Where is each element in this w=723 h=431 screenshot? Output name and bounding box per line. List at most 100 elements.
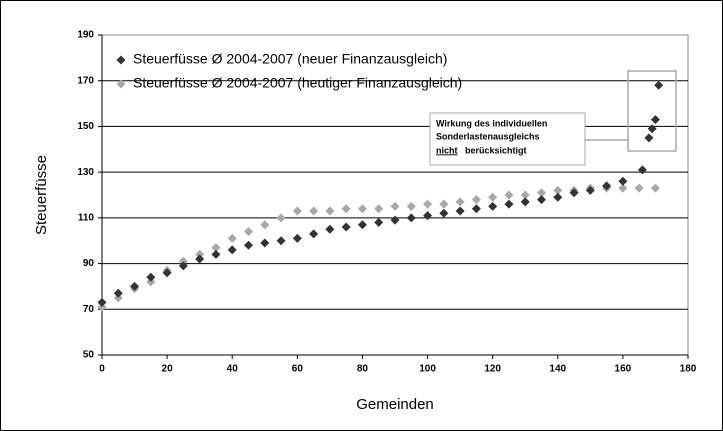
point: [227, 233, 237, 243]
point: [650, 183, 660, 193]
plot-area: [101, 34, 689, 356]
annotation-box: [429, 112, 586, 166]
point: [423, 211, 433, 221]
point: [569, 188, 579, 198]
point: [455, 197, 465, 207]
point: [374, 204, 384, 214]
point: [211, 249, 221, 259]
point: [113, 288, 123, 298]
x-tick-label: 80: [357, 364, 369, 375]
annotation-text: Wirkung des individuellen: [436, 118, 547, 128]
point: [162, 268, 172, 278]
point: [644, 133, 654, 143]
point: [618, 183, 628, 193]
point: [260, 220, 270, 230]
point: [439, 199, 449, 209]
x-tick-label: 100: [419, 364, 436, 375]
point: [406, 201, 416, 211]
point: [374, 217, 384, 227]
point: [130, 281, 140, 291]
point: [227, 245, 237, 255]
y-tick-label: 170: [77, 75, 94, 86]
point: [292, 233, 302, 243]
point: [504, 190, 514, 200]
point: [553, 192, 563, 202]
point: [423, 199, 433, 209]
point: [390, 215, 400, 225]
point: [97, 297, 107, 307]
x-tick-label: 40: [227, 364, 239, 375]
legend-label: Steuerfüsse Ø 2004-2007 (heutiger Finanz…: [133, 75, 462, 91]
point: [390, 201, 400, 211]
point: [471, 204, 481, 214]
point: [341, 222, 351, 232]
point: [618, 176, 628, 186]
x-tick-label: 60: [292, 364, 304, 375]
point: [455, 206, 465, 216]
point: [637, 165, 647, 175]
point: [146, 272, 156, 282]
point: [602, 181, 612, 191]
y-tick-label: 190: [77, 30, 94, 41]
point: [146, 277, 156, 287]
y-tick-label: 130: [77, 167, 94, 178]
point: [406, 213, 416, 223]
x-axis-label: Gemeinden: [356, 396, 434, 413]
y-tick-label: 90: [83, 258, 95, 269]
point: [488, 192, 498, 202]
annotation-text: nicht: [436, 145, 458, 155]
point: [325, 206, 335, 216]
point: [537, 188, 546, 198]
point: [325, 224, 335, 234]
point: [195, 249, 205, 259]
point: [195, 254, 205, 264]
annotation-text: berücksichtigt: [465, 145, 527, 155]
legend-marker: [116, 79, 126, 89]
y-tick-label: 150: [77, 121, 94, 132]
x-tick-label: 0: [99, 364, 105, 375]
x-tick-label: 140: [549, 364, 566, 375]
point: [276, 213, 286, 223]
point: [357, 220, 367, 230]
point: [97, 302, 107, 312]
point: [634, 183, 644, 193]
point: [654, 80, 664, 90]
point: [260, 238, 270, 248]
point: [309, 229, 319, 239]
point: [178, 256, 188, 266]
point: [650, 115, 660, 125]
point: [211, 243, 221, 253]
point: [244, 227, 253, 237]
point: [292, 206, 302, 216]
point: [276, 236, 286, 246]
x-tick-label: 120: [484, 364, 501, 375]
point: [178, 261, 188, 271]
point: [585, 185, 595, 195]
point: [553, 185, 563, 195]
legend-marker: [116, 55, 126, 65]
annotation-text: Sonderlastenausgleichs: [436, 131, 540, 141]
legend-label: Steuerfüsse Ø 2004-2007 (neuer Finanzaus…: [133, 51, 447, 67]
point: [647, 124, 657, 134]
point: [309, 206, 319, 216]
point: [341, 204, 351, 214]
point: [488, 201, 498, 211]
point: [439, 208, 449, 218]
y-axis-label: Steuerfüsse: [33, 155, 50, 235]
point: [504, 199, 514, 209]
point: [537, 195, 546, 205]
x-tick-label: 180: [680, 364, 697, 375]
point: [113, 293, 123, 303]
point: [471, 195, 481, 205]
x-tick-label: 20: [162, 364, 174, 375]
y-tick-label: 50: [83, 350, 95, 361]
point: [520, 190, 530, 200]
point: [357, 204, 367, 214]
point: [244, 240, 253, 250]
highlight-box: [627, 70, 677, 152]
point: [520, 197, 530, 207]
y-tick-label: 70: [83, 304, 95, 315]
y-tick-label: 110: [78, 212, 95, 223]
x-tick-label: 160: [615, 364, 632, 375]
